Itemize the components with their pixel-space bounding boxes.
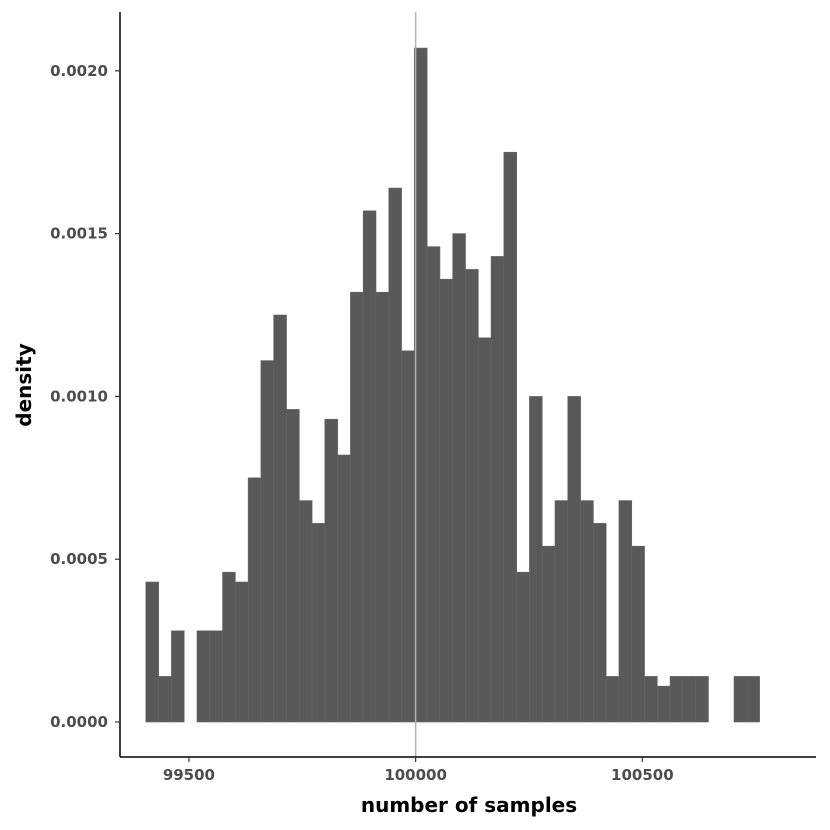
histogram-bar	[171, 630, 185, 723]
histogram-bar	[541, 545, 556, 723]
histogram-bar	[209, 630, 223, 723]
y-tick-label: 0.0010	[50, 387, 108, 405]
histogram-bar	[503, 151, 517, 723]
histogram-bar	[350, 291, 364, 723]
histogram-bar	[401, 350, 415, 723]
histogram-bar	[656, 685, 671, 723]
histogram-bar	[490, 256, 505, 723]
histogram-bar	[247, 477, 262, 723]
histogram-bar	[311, 523, 326, 723]
histogram-bar	[733, 676, 748, 723]
histogram-bar	[644, 676, 658, 723]
histogram-bar	[516, 571, 530, 723]
histogram-bar	[324, 418, 338, 723]
histogram-bar	[695, 676, 709, 723]
histogram-bar	[362, 210, 377, 723]
histogram-bar	[145, 581, 159, 723]
y-tick-label: 0.0000	[50, 713, 108, 731]
histogram-bar	[298, 500, 313, 723]
histogram-bar	[605, 676, 620, 723]
histogram-bar	[337, 454, 351, 723]
histogram-bar	[273, 314, 287, 723]
y-ticks-layer: 0.0000 0.0005 0.0010 0.0015 0.0020	[50, 62, 120, 731]
histogram-bar	[593, 523, 607, 723]
y-tick-label: 0.0020	[50, 62, 108, 80]
histogram-bar	[388, 187, 402, 723]
x-tick-label: 100000	[384, 766, 447, 784]
histogram-bar	[196, 630, 211, 723]
x-tick-label: 99500	[163, 766, 215, 784]
histogram-bar	[567, 396, 581, 723]
y-tick-label: 0.0015	[50, 225, 108, 243]
bars-layer	[145, 47, 760, 723]
histogram-bar	[465, 269, 479, 723]
histogram-bar	[286, 409, 300, 723]
histogram-bar	[375, 291, 390, 723]
histogram-bar	[554, 500, 569, 723]
histogram-bar	[260, 360, 275, 723]
histogram-bar	[682, 676, 696, 723]
y-tick-label: 0.0005	[50, 550, 108, 568]
x-axis-title: number of samples	[361, 793, 577, 817]
histogram-bar	[669, 676, 684, 723]
histogram-bar	[452, 233, 466, 723]
histogram-bar	[439, 278, 454, 723]
histogram-bar	[580, 500, 594, 723]
histogram-bar	[631, 545, 645, 723]
histogram-bar	[426, 246, 441, 723]
histogram-bar	[746, 676, 760, 723]
histogram-bar	[618, 500, 633, 723]
histogram-bar	[529, 396, 543, 723]
histogram-bar	[158, 676, 172, 723]
x-tick-label: 100500	[611, 766, 674, 784]
histogram-bar	[477, 337, 492, 723]
y-axis-title: density	[12, 343, 36, 426]
histogram-bar	[235, 581, 249, 723]
x-ticks-layer: 99500 100000 100500	[163, 757, 674, 784]
histogram-bar	[222, 571, 236, 723]
